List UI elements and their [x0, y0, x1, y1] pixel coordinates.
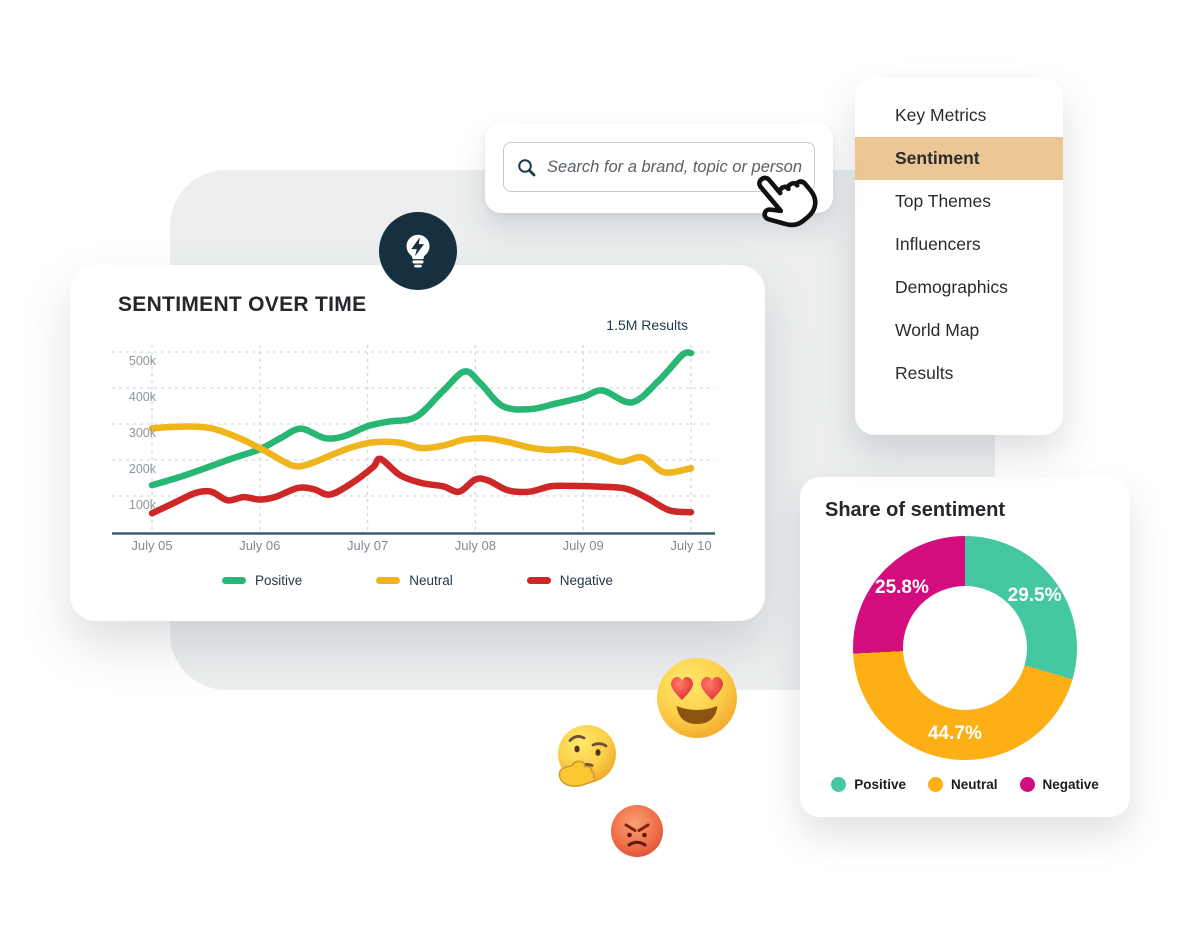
search-card: Search for a brand, topic or person: [485, 123, 833, 213]
legend-label: Negative: [559, 573, 614, 588]
positive-swatch: [221, 577, 246, 584]
donut-hole: [903, 586, 1027, 710]
legend-item-neutral: Neutral: [376, 573, 453, 588]
legend-label: Positive: [854, 777, 906, 792]
hand-pointer-icon: [757, 175, 818, 228]
angry-face-emoji: [611, 805, 663, 857]
share-of-sentiment-card: Share of sentiment 29.5% 44.7% 25.8% Pos…: [800, 477, 1130, 817]
menu-item-top-themes[interactable]: Top Themes: [895, 191, 991, 211]
donut-label-positive: 29.5%: [1007, 584, 1062, 606]
donut-label-negative: 25.8%: [875, 577, 929, 599]
line-chart-legend: Positive Neutral Negative: [70, 573, 765, 588]
legend-label: Neutral: [950, 777, 998, 792]
legend-item-positive: Positive: [221, 573, 303, 588]
donut-label-neutral: 44.7%: [927, 723, 982, 745]
donut-title: Share of sentiment: [825, 499, 1006, 521]
chart-title: SENTIMENT OVER TIME: [118, 293, 367, 316]
legend-label: Positive: [254, 573, 303, 588]
search-placeholder: Search for a brand, topic or person: [547, 157, 802, 176]
search-icon: [518, 158, 536, 176]
legend-label: Negative: [1042, 777, 1099, 792]
legend-item-positive: Positive: [831, 777, 906, 792]
results-count: 1.5M Results: [606, 317, 688, 333]
nav-menu: Key Metrics Sentiment Top Themes Influen…: [855, 78, 1063, 435]
donut-chart: 29.5% 44.7% 25.8%: [853, 536, 1077, 760]
heart-eyes-emoji: [657, 658, 737, 738]
thinking-face-emoji: [558, 725, 616, 787]
menu-item-demographics[interactable]: Demographics: [895, 277, 1008, 297]
legend-item-negative: Negative: [526, 573, 614, 588]
negative-dot: [1019, 777, 1035, 792]
menu-item-world-map[interactable]: World Map: [895, 320, 980, 340]
legend-item-negative: Negative: [1019, 777, 1099, 792]
menu-item-sentiment[interactable]: Sentiment: [855, 137, 1063, 180]
sentiment-over-time-card: SENTIMENT OVER TIME 1.5M Results Positiv…: [70, 265, 765, 621]
line-chart: [112, 345, 715, 535]
positive-dot: [831, 777, 847, 792]
negative-swatch: [526, 577, 551, 584]
menu-item-influencers[interactable]: Influencers: [895, 234, 981, 254]
lightbulb-bolt-icon: [406, 234, 430, 268]
donut-legend: Positive Neutral Negative: [800, 777, 1130, 792]
insight-badge: [379, 212, 457, 290]
menu-item-key-metrics[interactable]: Key Metrics: [895, 105, 987, 125]
legend-label: Neutral: [409, 573, 453, 588]
neutral-dot: [927, 777, 943, 792]
legend-item-neutral: Neutral: [927, 777, 998, 792]
neutral-swatch: [376, 577, 401, 584]
menu-item-results[interactable]: Results: [895, 363, 954, 383]
